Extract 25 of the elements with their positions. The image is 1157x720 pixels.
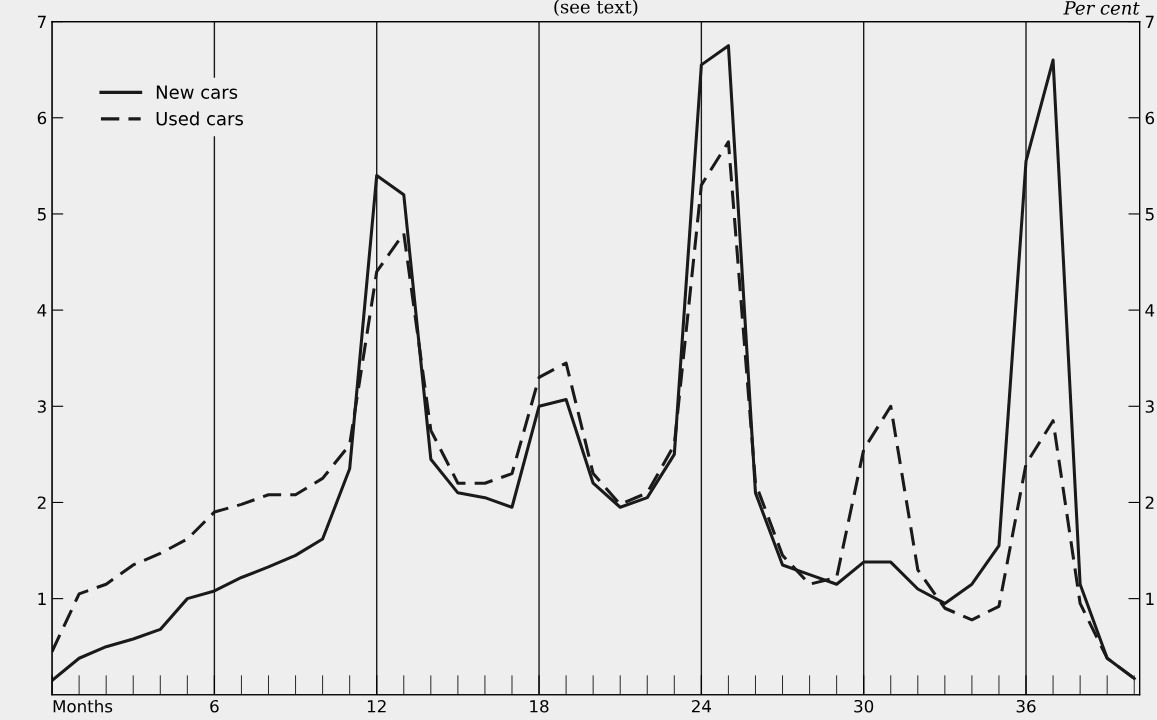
y-tick-label: 5 (37, 208, 46, 221)
y-tick-label: 4 (37, 304, 47, 317)
y-tick-label: 7 (37, 15, 46, 28)
y2-tick-label: 6 (1145, 111, 1155, 125)
y2-tick-label: 5 (1145, 208, 1154, 221)
x-tick-label: Months (53, 699, 113, 713)
y-tick-label: 6 (37, 111, 47, 125)
y-tick-label: 2 (37, 496, 46, 509)
legend-label: New cars (156, 85, 238, 99)
x-tick-label: 36 (1016, 699, 1036, 713)
y2-tick-label: 4 (1145, 304, 1155, 317)
y2-tick-label: 1 (1146, 592, 1154, 605)
legend-label: Used cars (156, 111, 243, 126)
x-tick-label: 12 (367, 699, 386, 713)
x-tick-label: 18 (530, 699, 549, 713)
chart-title: (see text) (554, 0, 638, 17)
y-tick-label: 1 (38, 592, 46, 605)
y2-tick-label: 2 (1145, 496, 1154, 509)
x-tick-label: 24 (691, 699, 712, 713)
x-tick-label: 6 (210, 699, 219, 713)
y2-axis-title: Per cent (1063, 1, 1140, 15)
y2-tick-label: 3 (1145, 400, 1154, 413)
x-tick-label: 30 (854, 699, 874, 713)
y-tick-label: 3 (37, 400, 46, 413)
y2-tick-label: 7 (1145, 15, 1154, 28)
